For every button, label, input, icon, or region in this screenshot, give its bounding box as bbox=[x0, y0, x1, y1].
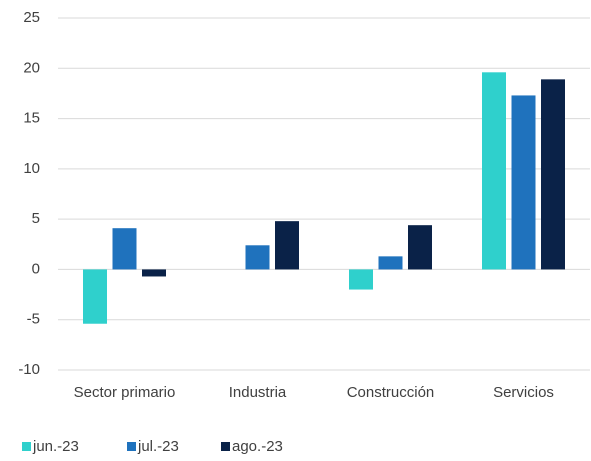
legend-swatch bbox=[221, 442, 230, 451]
legend-label: jul.-23 bbox=[137, 438, 179, 455]
x-tick-label: Construcción bbox=[347, 384, 435, 401]
bar bbox=[83, 269, 107, 324]
y-tick-label: 15 bbox=[23, 110, 40, 127]
bar bbox=[482, 72, 506, 270]
y-tick-label: 0 bbox=[32, 260, 40, 277]
bar bbox=[378, 256, 403, 270]
bar bbox=[275, 221, 299, 270]
x-tick-label: Sector primario bbox=[74, 384, 176, 401]
legend-swatch bbox=[22, 442, 31, 451]
bar bbox=[245, 245, 270, 270]
y-tick-label: -10 bbox=[18, 361, 40, 378]
y-tick-label: 10 bbox=[23, 160, 40, 177]
legend-label: jun.-23 bbox=[32, 438, 79, 455]
y-tick-label: 5 bbox=[32, 210, 40, 227]
x-tick-label: Industria bbox=[229, 384, 287, 401]
bar bbox=[142, 269, 166, 277]
legend-swatch bbox=[127, 442, 136, 451]
y-tick-label: 25 bbox=[23, 9, 40, 26]
bar bbox=[349, 269, 373, 290]
bar bbox=[408, 225, 432, 270]
bar bbox=[511, 95, 536, 270]
x-tick-label: Servicios bbox=[493, 384, 554, 401]
y-tick-label: -5 bbox=[27, 311, 40, 328]
bar bbox=[112, 228, 137, 270]
bar bbox=[541, 79, 565, 270]
y-tick-label: 20 bbox=[23, 59, 40, 76]
legend-label: ago.-23 bbox=[232, 438, 283, 455]
